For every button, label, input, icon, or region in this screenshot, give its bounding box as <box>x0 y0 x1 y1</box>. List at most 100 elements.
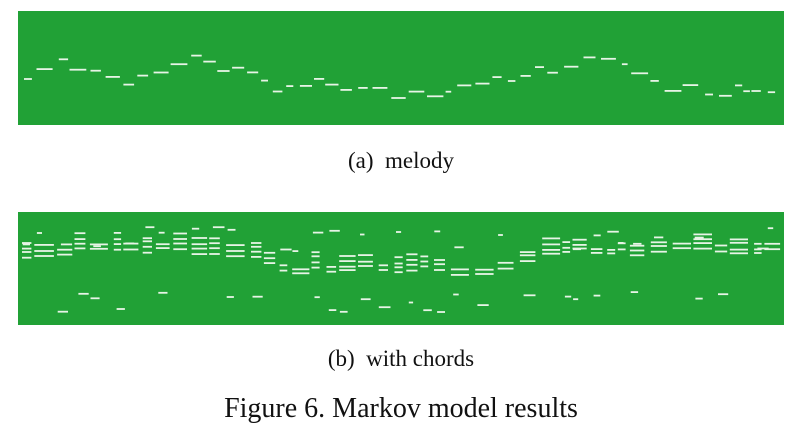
note <box>74 238 86 240</box>
note <box>394 256 403 259</box>
note <box>22 251 32 253</box>
note <box>453 293 459 296</box>
note <box>339 310 348 313</box>
note <box>520 75 531 77</box>
note <box>607 252 616 255</box>
figure-title: Markov model results <box>332 393 578 424</box>
note <box>498 234 503 236</box>
note <box>155 247 170 249</box>
note <box>251 245 262 248</box>
note <box>607 230 619 233</box>
note <box>519 251 536 253</box>
subfigure-caption-b: (b) with chords <box>0 345 802 373</box>
subfigure-caption-a: (a) melody <box>0 147 802 175</box>
note <box>358 87 368 89</box>
note <box>572 244 587 246</box>
note <box>340 89 352 91</box>
note <box>263 262 276 264</box>
note <box>492 76 502 78</box>
note <box>358 254 373 256</box>
note <box>22 242 32 244</box>
note <box>633 242 642 245</box>
note <box>279 269 288 272</box>
note <box>34 255 54 257</box>
note <box>593 294 601 297</box>
note <box>547 71 558 74</box>
note <box>420 265 429 268</box>
note <box>391 97 406 99</box>
note <box>74 232 86 235</box>
note <box>434 230 441 233</box>
note <box>408 90 425 93</box>
note <box>57 253 73 256</box>
note <box>475 82 490 85</box>
note <box>601 57 616 60</box>
note <box>650 241 667 244</box>
note <box>693 233 712 236</box>
note <box>191 54 202 57</box>
note <box>754 252 762 254</box>
note <box>173 238 187 240</box>
note <box>434 259 445 261</box>
note <box>445 90 452 93</box>
note <box>434 269 445 271</box>
note <box>378 306 391 309</box>
note <box>247 71 259 74</box>
note <box>286 85 294 87</box>
note <box>562 246 571 249</box>
note <box>22 243 30 246</box>
note <box>279 264 288 267</box>
note <box>191 243 208 246</box>
note <box>158 291 168 294</box>
note <box>145 226 155 229</box>
note <box>34 250 54 252</box>
note <box>475 268 494 271</box>
note <box>767 91 776 94</box>
note <box>113 243 122 245</box>
note <box>142 240 152 243</box>
note <box>406 253 418 256</box>
note <box>664 90 682 92</box>
note <box>155 243 170 246</box>
note <box>751 90 761 92</box>
note <box>116 308 125 310</box>
note <box>280 248 292 251</box>
subfigure-name-a: melody <box>385 148 455 173</box>
note <box>232 66 245 69</box>
note <box>209 237 220 240</box>
note <box>672 242 691 245</box>
note <box>251 250 262 253</box>
note <box>74 247 86 250</box>
note <box>694 236 704 239</box>
note <box>311 266 320 269</box>
note <box>90 69 101 72</box>
note <box>629 244 645 247</box>
note <box>572 238 587 241</box>
note <box>57 310 68 313</box>
note <box>93 245 101 248</box>
note <box>705 93 713 96</box>
note <box>754 248 762 251</box>
note <box>497 261 514 264</box>
note <box>519 254 536 257</box>
note <box>78 292 89 295</box>
note <box>57 248 73 251</box>
note <box>542 237 561 240</box>
note <box>450 274 469 276</box>
note <box>475 273 494 275</box>
note <box>396 231 402 233</box>
note <box>24 78 32 80</box>
note <box>339 265 356 268</box>
note <box>572 248 581 251</box>
note <box>326 266 337 268</box>
note <box>764 248 781 251</box>
note <box>427 95 444 98</box>
note <box>754 242 762 245</box>
note <box>564 295 572 298</box>
note <box>394 266 403 269</box>
note <box>542 249 561 251</box>
note <box>60 243 73 246</box>
note <box>226 296 234 298</box>
note <box>607 249 616 251</box>
note <box>735 84 743 87</box>
